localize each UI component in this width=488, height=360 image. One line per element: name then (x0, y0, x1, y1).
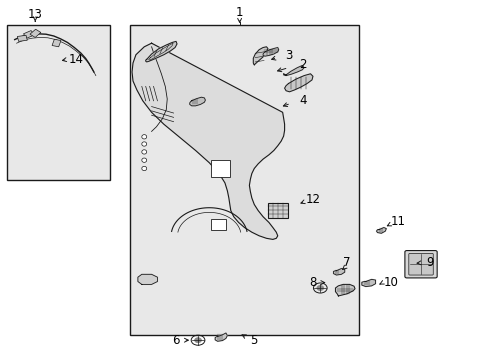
Polygon shape (335, 284, 354, 296)
Circle shape (316, 285, 323, 291)
Text: 11: 11 (390, 215, 405, 228)
Text: 8: 8 (308, 276, 316, 289)
Bar (7, 25, 110, 180)
FancyBboxPatch shape (408, 253, 432, 275)
Ellipse shape (142, 135, 146, 139)
Bar (211, 160, 229, 177)
Bar (211, 219, 225, 230)
Polygon shape (361, 279, 375, 287)
Text: 1: 1 (235, 6, 243, 19)
Ellipse shape (142, 158, 146, 162)
Bar (30, 29, 41, 37)
Text: 7: 7 (343, 256, 350, 269)
Text: 3: 3 (284, 49, 292, 62)
Ellipse shape (142, 150, 146, 154)
Bar (267, 203, 287, 218)
FancyBboxPatch shape (404, 251, 436, 278)
Polygon shape (145, 41, 177, 62)
Ellipse shape (142, 166, 146, 171)
Text: 2: 2 (299, 58, 306, 71)
Polygon shape (253, 47, 267, 65)
Polygon shape (333, 269, 344, 275)
Text: 13: 13 (28, 8, 42, 21)
Polygon shape (215, 333, 227, 341)
Polygon shape (263, 48, 278, 56)
Text: 4: 4 (299, 94, 306, 107)
Polygon shape (189, 97, 205, 106)
Bar (129, 25, 359, 335)
Bar (23, 31, 35, 38)
Text: 12: 12 (305, 193, 320, 206)
Polygon shape (138, 274, 157, 284)
Bar (52, 39, 61, 47)
Polygon shape (376, 228, 386, 233)
Text: 6: 6 (172, 334, 180, 347)
Circle shape (194, 338, 201, 343)
Polygon shape (132, 43, 284, 239)
Bar (18, 35, 27, 41)
Text: 9: 9 (426, 256, 433, 269)
Polygon shape (283, 66, 304, 76)
Polygon shape (284, 74, 312, 92)
Ellipse shape (142, 142, 146, 146)
Text: 10: 10 (383, 276, 398, 289)
Text: 5: 5 (250, 334, 258, 347)
Text: 14: 14 (68, 53, 83, 66)
